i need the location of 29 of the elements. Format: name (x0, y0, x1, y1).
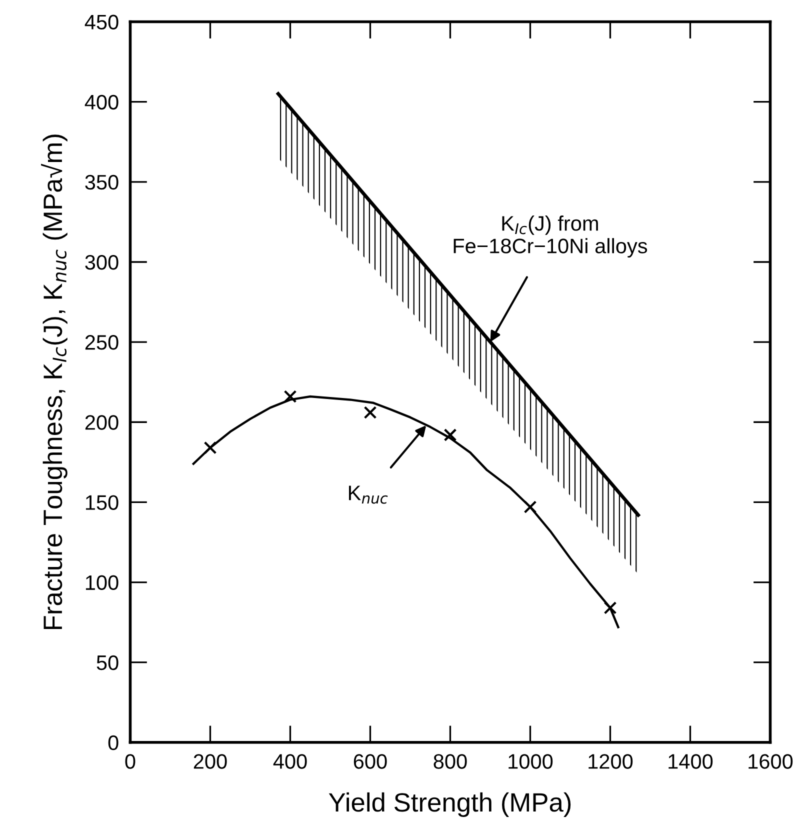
x-tick-label: 1600 (748, 754, 793, 769)
x-tick-label: 800 (434, 754, 467, 769)
point (524, 500, 537, 514)
y-tick-label: 150 (86, 495, 118, 510)
x-tick-label: 600 (354, 754, 387, 769)
x-tick-label: 1400 (668, 754, 713, 769)
y-tick-label: 400 (84, 94, 118, 110)
annotation: K$_{nuc}$ (348, 486, 388, 504)
x-tick-label: 0 (125, 754, 136, 769)
y-axis-title: Fracture Toughness, K$_{Ic}$(J), K$_{nuc}$ (MPa√m) (41, 134, 68, 630)
y-tick-label: 250 (85, 335, 118, 350)
y-tick-label: 0 (108, 735, 118, 750)
x-tick-label: 1000 (508, 754, 553, 769)
y-tick-label: 100 (86, 575, 118, 590)
point (284, 390, 297, 403)
point (364, 406, 377, 420)
x-tick-label: 1200 (588, 754, 633, 769)
y-tick-label: 450 (84, 14, 118, 30)
point (444, 428, 457, 442)
y-tick-label: 50 (96, 655, 118, 670)
x-tick-label: 400 (273, 754, 307, 769)
point (204, 441, 217, 454)
annotation: K$_{Ic}$(J) from Fe−18Cr−10Ni alloys (454, 215, 648, 258)
x-tick-label: 200 (194, 754, 227, 769)
x-axis-title: Yield Strength (MPa) (328, 792, 571, 817)
y-tick-label: 200 (85, 415, 118, 430)
y-tick-label: 350 (85, 174, 118, 190)
point (604, 601, 617, 614)
y-tick-label: 300 (85, 254, 118, 270)
